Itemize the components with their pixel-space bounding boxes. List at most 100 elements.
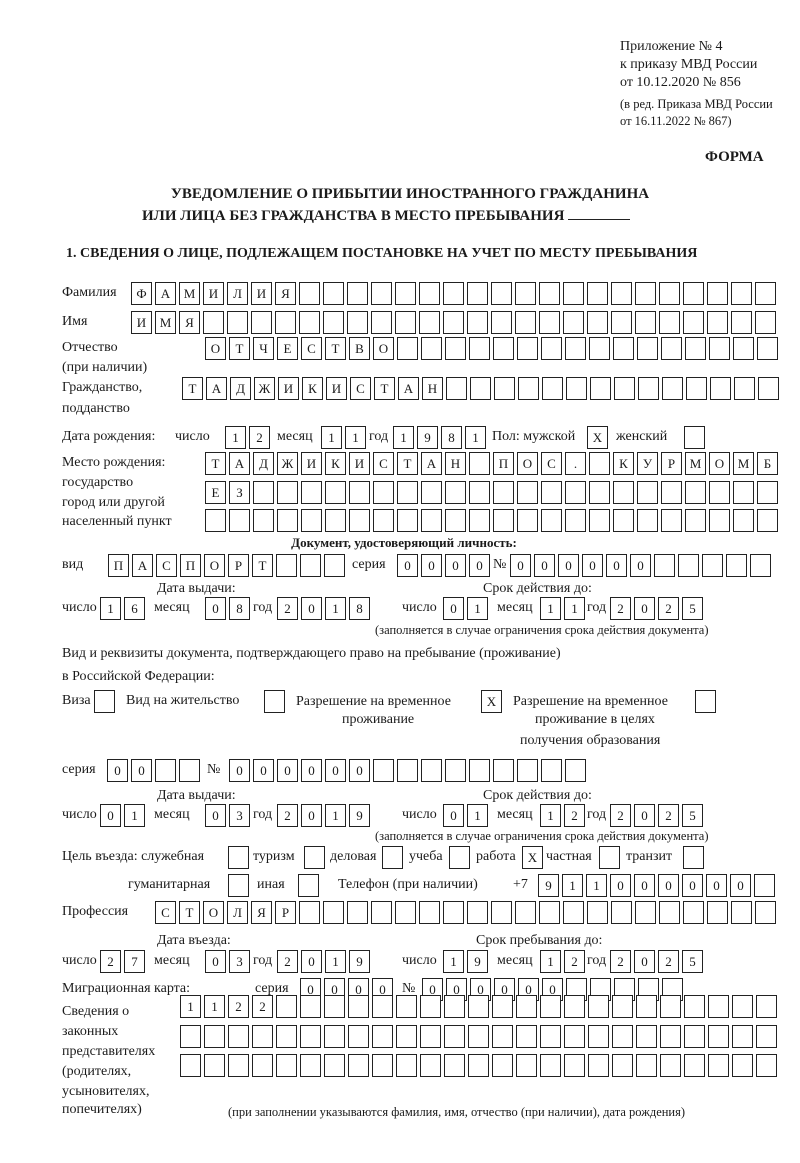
birth-month-box[interactable]: 1 <box>321 426 342 449</box>
representatives-row-2-box[interactable] <box>372 1025 393 1048</box>
purpose-study-box[interactable] <box>449 846 470 869</box>
representatives-row-3-box[interactable] <box>636 1054 657 1077</box>
birthplace-row-1-box[interactable]: И <box>349 452 370 475</box>
entry-date-year-box[interactable]: 2 <box>277 950 298 973</box>
profession-box[interactable] <box>491 901 512 924</box>
surname-box[interactable] <box>323 282 344 305</box>
birthplace-row-1-box[interactable]: К <box>613 452 634 475</box>
birthplace-row-2-box[interactable] <box>397 481 418 504</box>
residence-valid-year-box[interactable]: 2 <box>610 804 631 827</box>
sex-male-box[interactable]: X <box>587 426 608 449</box>
patronymic-box[interactable] <box>589 337 610 360</box>
birthplace-row-3-box[interactable] <box>421 509 442 532</box>
representatives-row-2-box[interactable] <box>324 1025 345 1048</box>
birthplace-row-2-box[interactable] <box>253 481 274 504</box>
birthplace-row-1-box[interactable]: А <box>229 452 250 475</box>
patronymic-box[interactable] <box>541 337 562 360</box>
entry-date-year-box[interactable]: 1 <box>325 950 346 973</box>
citizenship-box[interactable] <box>686 377 707 400</box>
id-doc-number-box[interactable]: 0 <box>534 554 555 577</box>
patronymic-box[interactable] <box>397 337 418 360</box>
id-doc-series-box[interactable]: 0 <box>421 554 442 577</box>
birthplace-row-2-box[interactable] <box>613 481 634 504</box>
representatives-row-2-box[interactable] <box>516 1025 537 1048</box>
representatives-row-2-box[interactable] <box>444 1025 465 1048</box>
birthplace-row-3-box[interactable] <box>589 509 610 532</box>
surname-box[interactable]: Я <box>275 282 296 305</box>
surname-box[interactable] <box>539 282 560 305</box>
residence-number-box[interactable] <box>565 759 586 782</box>
id-doc-issue-month-box[interactable]: 8 <box>229 597 250 620</box>
birthplace-row-1-box[interactable]: Т <box>205 452 226 475</box>
representatives-row-3-box[interactable] <box>684 1054 705 1077</box>
profession-box[interactable] <box>659 901 680 924</box>
representatives-row-3-box[interactable] <box>324 1054 345 1077</box>
representatives-row-1-box[interactable] <box>636 995 657 1018</box>
name-box[interactable] <box>707 311 728 334</box>
surname-box[interactable]: Ф <box>131 282 152 305</box>
birth-year-box[interactable]: 1 <box>465 426 486 449</box>
profession-box[interactable] <box>731 901 752 924</box>
representatives-row-1-box[interactable] <box>756 995 777 1018</box>
sex-female-box[interactable] <box>684 426 705 449</box>
birthplace-row-2-box[interactable] <box>301 481 322 504</box>
birthplace-row-3-box[interactable] <box>757 509 778 532</box>
birth-year-box[interactable]: 9 <box>417 426 438 449</box>
id-doc-type-box[interactable] <box>276 554 297 577</box>
profession-box[interactable] <box>635 901 656 924</box>
residence-issue-day-box[interactable]: 1 <box>124 804 145 827</box>
phone-box[interactable]: 0 <box>610 874 631 897</box>
id-doc-type-box[interactable] <box>300 554 321 577</box>
representatives-row-3-box[interactable] <box>180 1054 201 1077</box>
id-doc-issue-year-box[interactable]: 8 <box>349 597 370 620</box>
id-doc-number-box[interactable] <box>702 554 723 577</box>
id-doc-type-box[interactable]: П <box>180 554 201 577</box>
profession-box[interactable] <box>515 901 536 924</box>
birthplace-row-2-box[interactable] <box>709 481 730 504</box>
representatives-row-2-box[interactable] <box>588 1025 609 1048</box>
profession-box[interactable]: Я <box>251 901 272 924</box>
patronymic-box[interactable]: Т <box>325 337 346 360</box>
representatives-row-2-box[interactable] <box>732 1025 753 1048</box>
birthplace-row-1-box[interactable]: И <box>301 452 322 475</box>
name-box[interactable] <box>587 311 608 334</box>
citizenship-box[interactable] <box>662 377 683 400</box>
representatives-row-3-box[interactable] <box>588 1054 609 1077</box>
entry-date-year-box[interactable]: 0 <box>301 950 322 973</box>
representatives-row-1-box[interactable]: 1 <box>204 995 225 1018</box>
patronymic-box[interactable] <box>685 337 706 360</box>
representatives-row-1-box[interactable] <box>540 995 561 1018</box>
residence-issue-year-box[interactable]: 2 <box>277 804 298 827</box>
surname-box[interactable]: Л <box>227 282 248 305</box>
citizenship-box[interactable] <box>470 377 491 400</box>
representatives-row-2-box[interactable] <box>180 1025 201 1048</box>
citizenship-box[interactable] <box>710 377 731 400</box>
name-box[interactable]: Я <box>179 311 200 334</box>
profession-box[interactable]: Л <box>227 901 248 924</box>
patronymic-box[interactable] <box>445 337 466 360</box>
citizenship-box[interactable] <box>494 377 515 400</box>
representatives-row-3-box[interactable] <box>492 1054 513 1077</box>
representatives-row-1-box[interactable] <box>564 995 585 1018</box>
id-doc-valid-month-box[interactable]: 1 <box>564 597 585 620</box>
residence-issue-month-box[interactable]: 3 <box>229 804 250 827</box>
representatives-row-1-box[interactable] <box>660 995 681 1018</box>
id-doc-number-box[interactable]: 0 <box>510 554 531 577</box>
representatives-row-1-box[interactable] <box>348 995 369 1018</box>
birthplace-row-2-box[interactable] <box>325 481 346 504</box>
birthplace-row-1-box[interactable]: Т <box>397 452 418 475</box>
representatives-row-2-box[interactable] <box>660 1025 681 1048</box>
name-box[interactable] <box>275 311 296 334</box>
residence-series-box[interactable]: 0 <box>107 759 128 782</box>
id-doc-issue-day-box[interactable]: 6 <box>124 597 145 620</box>
representatives-row-2-box[interactable] <box>204 1025 225 1048</box>
id-doc-valid-day-box[interactable]: 1 <box>467 597 488 620</box>
representatives-row-2-box[interactable] <box>228 1025 249 1048</box>
citizenship-box[interactable]: К <box>302 377 323 400</box>
birthplace-row-3-box[interactable] <box>685 509 706 532</box>
residence-number-box[interactable] <box>445 759 466 782</box>
phone-box[interactable]: 1 <box>586 874 607 897</box>
birthplace-row-3-box[interactable] <box>325 509 346 532</box>
birthplace-row-3-box[interactable] <box>637 509 658 532</box>
residence-issue-day-box[interactable]: 0 <box>100 804 121 827</box>
